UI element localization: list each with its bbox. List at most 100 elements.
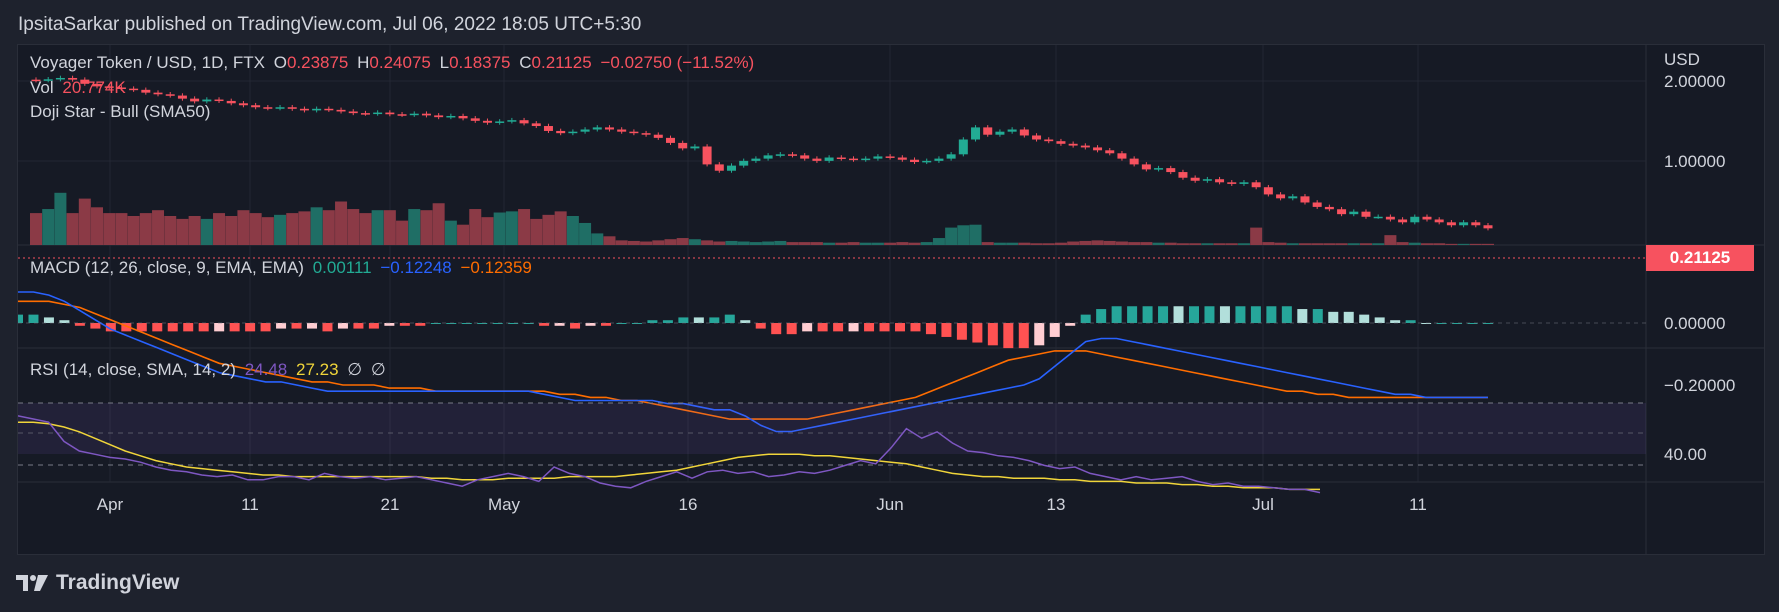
macd-hist-bar: [693, 317, 704, 323]
candle-body: [1434, 219, 1444, 223]
volume-bar: [176, 218, 189, 245]
macd-hist-bar: [817, 323, 828, 332]
candle-body: [714, 164, 724, 171]
time-label: 11: [1409, 495, 1427, 514]
candle-body: [1263, 187, 1273, 195]
candle-body: [1154, 168, 1164, 170]
volume-bar: [1054, 242, 1067, 245]
macd-hist-bar: [1312, 309, 1323, 323]
candle-body: [592, 127, 602, 130]
macd-hist-bar: [368, 323, 379, 329]
macd-hist-bar: [415, 323, 426, 326]
volume-bar: [627, 240, 640, 245]
change-value: −0.02750 (−11.52%): [600, 53, 755, 72]
candle-body: [482, 120, 492, 123]
time-label: 13: [1047, 495, 1066, 514]
close-value: 0.21125: [531, 53, 592, 72]
time-label: Jun: [876, 495, 903, 514]
volume-bar: [78, 198, 91, 245]
macd-hist-bar: [972, 323, 983, 343]
candle-body: [1239, 182, 1249, 184]
publish-header: IpsitaSarkar published on TradingView.co…: [18, 14, 642, 35]
volume-bar: [139, 213, 152, 245]
rsi-label[interactable]: RSI (14, close, SMA, 14, 2): [30, 360, 236, 379]
candle-body: [1483, 225, 1493, 229]
volume-bar: [810, 242, 823, 245]
volume-bar: [396, 220, 409, 245]
volume-bar: [164, 216, 177, 245]
volume-bar: [1274, 242, 1287, 245]
volume-bar: [591, 233, 604, 245]
pattern-legend[interactable]: Doji Star - Bull (SMA50): [30, 102, 214, 122]
candle-body: [507, 120, 517, 122]
chart-frame[interactable]: USD 2.00000 1.00000 0.00000 −0.20000 40.…: [17, 44, 1765, 555]
candle-body: [360, 113, 370, 115]
grid: [18, 45, 1764, 554]
macd-hist-bar: [523, 323, 534, 324]
macd-hist-bar: [1189, 306, 1199, 323]
candle-body: [1141, 164, 1151, 170]
candle-body: [800, 155, 810, 159]
candle-body: [946, 154, 956, 159]
candle-body: [1300, 196, 1310, 203]
volume-bar: [91, 207, 104, 245]
macd-hist-bar: [260, 323, 271, 332]
main-legend: Voyager Token / USD, 1D, FTX O0.23875 H0…: [30, 53, 758, 73]
candle-body: [1398, 219, 1408, 223]
volume-bar: [1457, 243, 1470, 245]
tradingview-brand: TradingView: [56, 571, 180, 594]
volume-bar: [701, 240, 714, 245]
candle-body: [324, 108, 334, 111]
time-label: Apr: [97, 495, 124, 514]
macd-hist-bar: [136, 323, 147, 332]
macd-hist-bar: [1204, 306, 1215, 323]
volume-bar: [1018, 242, 1031, 245]
macd-hist-bar: [245, 323, 256, 332]
volume-bar: [1286, 243, 1299, 245]
macd-hist-bar: [167, 323, 178, 332]
macd-hist-bar: [276, 323, 287, 329]
pattern-label[interactable]: Doji Star - Bull (SMA50): [30, 102, 211, 121]
candle-body: [726, 165, 736, 171]
macd-hist-bar: [585, 323, 596, 326]
macd-hist-bar: [848, 323, 859, 332]
candle-body: [68, 77, 78, 80]
volume-bar: [335, 201, 348, 245]
volume-bar: [725, 240, 738, 245]
volume-bar: [1152, 242, 1165, 245]
candle-body: [238, 103, 248, 106]
macd-hist-bar: [1111, 306, 1122, 323]
macd-hist-bar: [570, 323, 581, 329]
volume-bar: [1067, 241, 1080, 245]
candle-body: [568, 131, 578, 134]
candle-body: [1471, 222, 1481, 226]
macd-hist-bar: [18, 314, 23, 323]
macd-label[interactable]: MACD (12, 26, close, 9, EMA, EMA): [30, 258, 304, 277]
macd-hist-bar: [709, 317, 720, 323]
volume-bar: [749, 242, 762, 245]
volume-label[interactable]: Vol: [30, 78, 54, 97]
candle-body: [1459, 222, 1469, 226]
macd-hist-bar: [879, 323, 890, 332]
volume-bar: [871, 242, 884, 245]
candle-body: [43, 79, 53, 81]
open-value: 0.23875: [286, 53, 349, 72]
macd-hist-value: 0.00111: [312, 258, 372, 277]
macd-hist-bar: [1250, 306, 1261, 323]
candle-body: [397, 114, 407, 116]
volume-bar: [152, 210, 165, 245]
macd-hist-bar: [1467, 323, 1478, 324]
volume-bar: [1347, 243, 1360, 245]
volume-bar: [1408, 242, 1421, 245]
volume-bar: [603, 236, 616, 245]
candle-body: [775, 154, 785, 156]
candles: [31, 75, 1493, 231]
currency-label: USD: [1664, 50, 1700, 69]
volume-bar: [359, 213, 372, 245]
candle-body: [92, 83, 102, 87]
candle-body: [690, 146, 700, 149]
candle-body: [788, 154, 798, 156]
candle-body: [861, 158, 871, 161]
symbol-label[interactable]: Voyager Token / USD, 1D, FTX: [30, 53, 265, 72]
chart-canvas[interactable]: USD 2.00000 1.00000 0.00000 −0.20000 40.…: [18, 45, 1764, 554]
